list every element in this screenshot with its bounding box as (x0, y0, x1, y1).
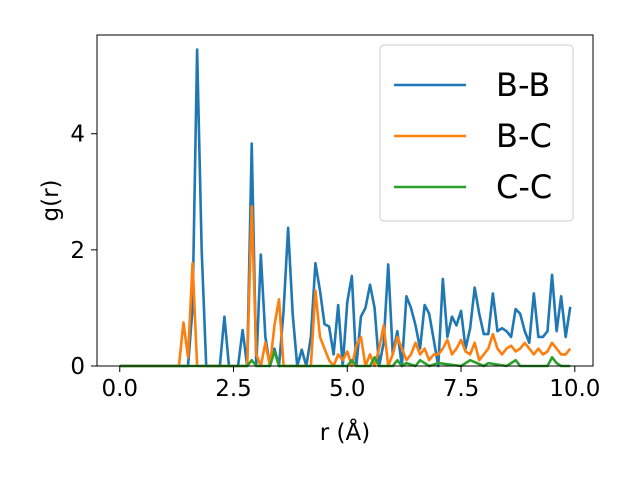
x-tick-label: 2.5 (215, 376, 252, 402)
legend-label-b-b: B-B (496, 66, 550, 104)
x-tick-label: 7.5 (443, 376, 480, 402)
y-tick-label: 4 (70, 122, 85, 148)
y-tick-label: 0 (70, 354, 85, 380)
legend-label-b-c: B-C (496, 117, 552, 155)
series-line-b-c (119, 205, 572, 368)
legend-label-c-c: C-C (496, 168, 552, 206)
legend: B-B B-C C-C (379, 44, 574, 222)
x-tick-label: 10.0 (549, 376, 600, 402)
legend-box (379, 44, 574, 222)
y-tick-label: 2 (70, 238, 85, 264)
plot-frame (96, 34, 594, 367)
x-axis-label: r (Å) (320, 418, 370, 446)
x-tick-label: 5.0 (329, 376, 366, 402)
y-axis-label: g(r) (38, 179, 64, 221)
x-tick-label: 0.0 (101, 376, 138, 402)
x-axis: 0.0 2.5 5.0 7.5 10.0 (101, 366, 600, 402)
y-axis: 0 2 4 (70, 122, 97, 380)
series-line-b-b (119, 48, 572, 368)
